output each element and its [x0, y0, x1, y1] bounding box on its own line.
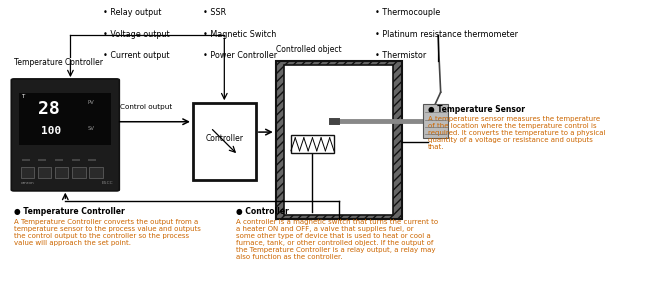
Bar	[291, 135, 334, 153]
Bar	[38, 167, 51, 178]
Text: • SSR: • SSR	[203, 8, 226, 17]
Text: omron: omron	[21, 181, 35, 184]
Text: ● Temperature Controller: ● Temperature Controller	[14, 207, 125, 216]
Text: T: T	[21, 95, 25, 99]
Text: • Relay output: • Relay output	[104, 8, 162, 17]
Text: • Thermistor: • Thermistor	[375, 51, 426, 60]
Bar	[21, 167, 34, 178]
Bar	[88, 159, 96, 161]
Text: A controller is a magnetic switch that turns the current to
a heater ON and OFF,: A controller is a magnetic switch that t…	[236, 219, 438, 260]
Bar	[19, 93, 112, 145]
Text: ● Temperature Sensor: ● Temperature Sensor	[428, 105, 525, 114]
Bar	[193, 103, 256, 180]
Bar	[276, 61, 402, 219]
Bar	[72, 167, 86, 178]
Text: PV: PV	[88, 100, 94, 105]
FancyBboxPatch shape	[11, 79, 120, 191]
Text: • Platinum resistance thermometer: • Platinum resistance thermometer	[375, 30, 518, 39]
Text: • Voltage output: • Voltage output	[104, 30, 170, 39]
Text: • Current output: • Current output	[104, 51, 170, 60]
Text: A Temperature Controller converts the output from a
temperature sensor to the pr: A Temperature Controller converts the ou…	[14, 219, 201, 246]
Text: Temperature Controller: Temperature Controller	[14, 58, 103, 67]
Text: • Power Controller: • Power Controller	[203, 51, 277, 60]
Bar	[276, 61, 402, 219]
Bar	[39, 159, 46, 161]
Bar	[284, 65, 393, 215]
Text: E5CC: E5CC	[102, 181, 114, 184]
Bar	[55, 167, 68, 178]
Bar	[55, 159, 63, 161]
Bar	[22, 159, 30, 161]
Bar	[72, 159, 80, 161]
Bar	[423, 104, 448, 138]
Bar	[90, 167, 103, 178]
Text: Controlled object: Controlled object	[276, 46, 341, 55]
Text: • Thermocouple: • Thermocouple	[375, 8, 440, 17]
Text: 28: 28	[38, 100, 60, 118]
Text: SV: SV	[88, 126, 94, 131]
Text: A temperature sensor measures the temperature
of the location where the temperat: A temperature sensor measures the temper…	[428, 116, 606, 150]
Text: • Magnetic Switch: • Magnetic Switch	[203, 30, 276, 39]
Text: ● Controller: ● Controller	[236, 207, 289, 216]
Text: 100: 100	[41, 126, 62, 136]
Text: Control output: Control output	[120, 104, 172, 110]
Text: Controller: Controller	[205, 134, 243, 143]
